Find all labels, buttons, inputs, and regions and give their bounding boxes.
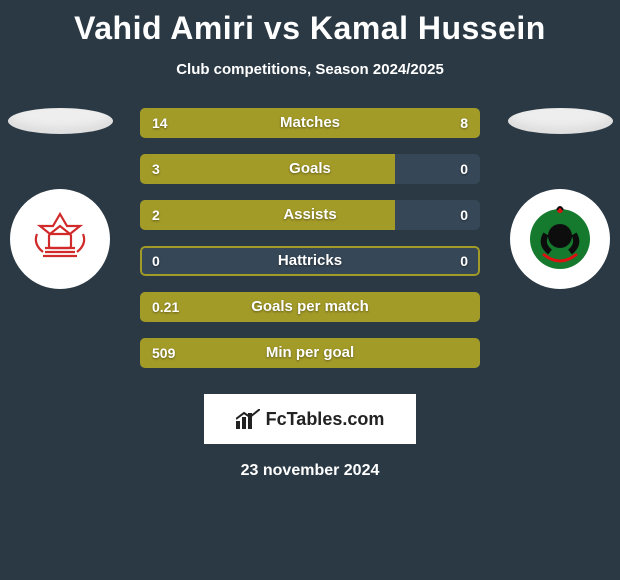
stat-left-value: 0.21	[152, 292, 179, 322]
left-player-column	[0, 108, 120, 289]
right-country-flag	[508, 108, 613, 134]
stat-left-value: 3	[152, 154, 160, 184]
stat-right-value: 0	[460, 200, 468, 230]
stat-right-value: 8	[460, 108, 468, 138]
right-crest-icon	[521, 200, 599, 278]
stat-left-value: 2	[152, 200, 160, 230]
left-club-crest	[10, 189, 110, 289]
subtitle: Club competitions, Season 2024/2025	[0, 47, 620, 78]
stat-row: Goals per match0.21	[140, 292, 480, 322]
stat-label: Matches	[140, 108, 480, 138]
stat-right-value: 0	[460, 246, 468, 276]
stat-left-value: 14	[152, 108, 168, 138]
stat-label: Min per goal	[140, 338, 480, 368]
stats-list: Matches148Goals30Assists20Hattricks00Goa…	[140, 108, 480, 368]
stat-row: Assists2 0	[140, 200, 480, 230]
snapshot-date: 23 november 2024	[0, 462, 620, 480]
stat-row: Matches14 8	[140, 108, 480, 138]
stat-left-value: 509	[152, 338, 175, 368]
left-country-flag	[8, 108, 113, 134]
right-club-crest	[510, 189, 610, 289]
stat-row: Min per goal509	[140, 338, 480, 368]
stat-label: Goals per match	[140, 292, 480, 322]
stat-label: Hattricks	[140, 246, 480, 276]
comparison-panel: Matches148Goals30Assists20Hattricks00Goa…	[0, 108, 620, 368]
stat-right-value: 0	[460, 154, 468, 184]
stat-label: Assists	[140, 200, 480, 230]
stat-label: Goals	[140, 154, 480, 184]
left-crest-icon	[25, 204, 95, 274]
right-player-column	[500, 108, 620, 289]
page-title: Vahid Amiri vs Kamal Hussein	[0, 0, 620, 47]
brand-text: FcTables.com	[266, 409, 385, 430]
brand-badge[interactable]: FcTables.com	[204, 394, 416, 444]
stat-left-value: 0	[152, 246, 160, 276]
stat-row: Hattricks0 0	[140, 246, 480, 276]
stat-row: Goals3 0	[140, 154, 480, 184]
brand-chart-icon	[236, 409, 260, 429]
